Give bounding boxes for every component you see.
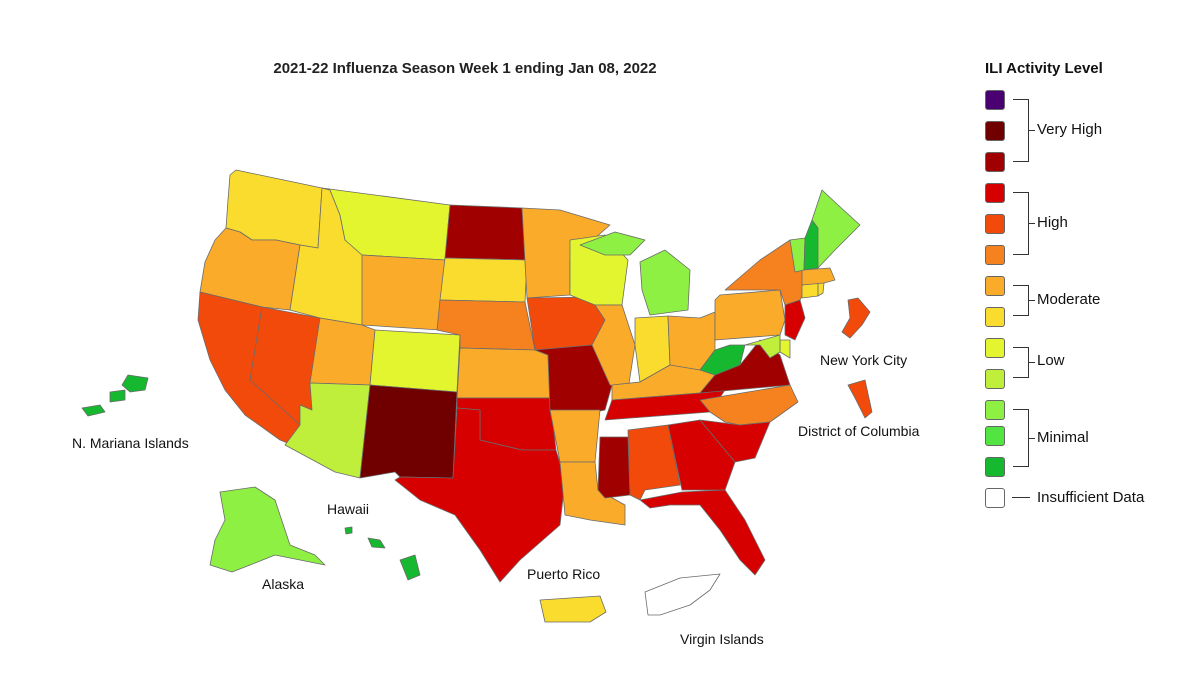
legend-bracket-tick	[1029, 223, 1035, 224]
state-WY	[361, 254, 446, 331]
region-NYC	[841, 297, 871, 339]
legend-bracket-tick	[1029, 438, 1035, 439]
legend-bracket-high	[1013, 192, 1029, 255]
state-KS	[456, 347, 551, 399]
legend-swatch-4	[985, 369, 1005, 389]
state-MD	[744, 334, 781, 359]
state-NH	[803, 219, 819, 271]
region-NMI-3	[81, 404, 106, 417]
legend-bracket-moderate	[1013, 285, 1029, 316]
state-NJ	[784, 299, 806, 341]
legend-swatch-2	[985, 426, 1005, 446]
legend-label-insufficient: Insufficient Data	[1037, 489, 1145, 506]
label-dc: District of Columbia	[798, 423, 920, 439]
legend-swatch-11	[985, 152, 1005, 172]
legend-swatch-8	[985, 245, 1005, 265]
legend-swatch-10	[985, 183, 1005, 203]
legend-swatch-9	[985, 214, 1005, 234]
state-FL	[639, 489, 766, 576]
region-NMI-1	[121, 374, 149, 393]
legend-bracket-tick	[1029, 130, 1035, 131]
legend-dash-insufficient	[1012, 497, 1030, 498]
label-hawaii: Hawaii	[327, 501, 369, 517]
state-PA	[714, 289, 786, 341]
state-UT	[309, 317, 376, 386]
legend-label-low: Low	[1037, 352, 1065, 369]
state-ND	[444, 204, 528, 261]
region-HI-1	[399, 554, 421, 581]
state-DE	[779, 339, 791, 359]
state-ME	[811, 189, 861, 269]
legend-bracket-tick	[1029, 300, 1035, 301]
region-DC	[847, 379, 873, 419]
legend-label-high: High	[1037, 214, 1068, 231]
label-puerto-rico: Puerto Rico	[527, 566, 600, 582]
legend-title: ILI Activity Level	[985, 60, 1103, 77]
legend-bracket-minimal	[1013, 409, 1029, 467]
state-GA	[667, 419, 736, 491]
legend-bracket-low	[1013, 347, 1029, 378]
state-LA	[559, 461, 626, 526]
region-HI-2	[367, 537, 386, 549]
state-SD	[439, 257, 528, 303]
legend-label-moderate: Moderate	[1037, 291, 1101, 308]
label-alaska: Alaska	[262, 576, 304, 592]
state-TX	[394, 407, 566, 583]
legend-swatch-6	[985, 307, 1005, 327]
legend-label-very-high: Very High	[1037, 121, 1103, 138]
map-title: 2021-22 Influenza Season Week 1 ending J…	[273, 60, 657, 77]
state-NM	[359, 384, 458, 479]
label-nmi: N. Mariana Islands	[72, 435, 189, 451]
state-MS	[597, 436, 631, 499]
legend-label-minimal: Minimal	[1037, 429, 1089, 446]
region-AK	[209, 486, 326, 573]
state-SC	[699, 419, 771, 463]
region-VI	[644, 573, 721, 616]
region-PR	[539, 595, 607, 623]
state-CT	[801, 282, 819, 299]
legend-swatch-12	[985, 121, 1005, 141]
region-HI-3	[344, 526, 353, 535]
label-virgin-islands: Virgin Islands	[680, 631, 764, 647]
state-MI-UP	[579, 231, 646, 256]
legend-swatch-5	[985, 338, 1005, 358]
state-CO	[369, 329, 461, 393]
legend-bracket-tick	[1029, 362, 1035, 363]
legend-swatch-13	[985, 90, 1005, 110]
state-MI	[639, 249, 691, 316]
label-nyc: New York City	[820, 352, 907, 368]
legend-swatch-7	[985, 276, 1005, 296]
legend-swatch-insufficient	[985, 488, 1005, 508]
region-NMI-2	[109, 389, 126, 403]
legend-swatch-1	[985, 457, 1005, 477]
legend-swatch-3	[985, 400, 1005, 420]
state-RI	[817, 282, 825, 297]
state-MA	[801, 267, 836, 286]
us-flu-map: New York City District of Columbia N. Ma…	[72, 169, 920, 647]
legend-bracket-very-high	[1013, 99, 1029, 162]
